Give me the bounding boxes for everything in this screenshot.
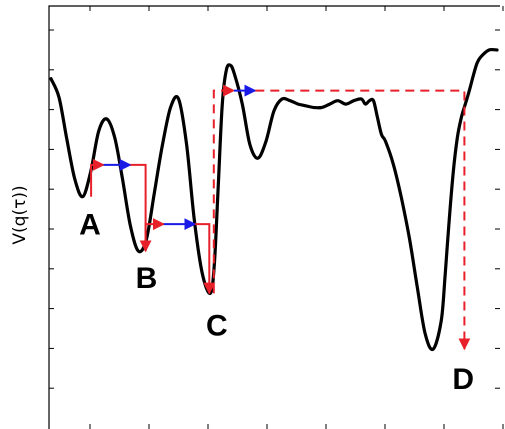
- minimum-label-b: B: [136, 262, 158, 295]
- transition-arrow-2: [130, 163, 152, 253]
- transition-arrow-8: [255, 89, 471, 351]
- transition-arrow-5: [195, 223, 216, 295]
- minimum-label-a: A: [79, 209, 101, 242]
- axes-frame: [48, 5, 500, 429]
- transition-arrow-0: [90, 158, 105, 197]
- minimum-label-c: C: [206, 309, 228, 342]
- axis-ticks: [49, 6, 504, 429]
- plot-frame: [48, 5, 500, 429]
- minima-labels: A B C D: [79, 209, 474, 396]
- transition-paths: [90, 84, 471, 351]
- transition-arrow-3: [144, 218, 166, 252]
- transition-arrow-6: [212, 84, 236, 294]
- minimum-label-d: D: [452, 363, 474, 396]
- energy-curve-series-0: [49, 47, 499, 352]
- potential-curve: [49, 47, 499, 352]
- y-axis-label: V(q(τ)): [10, 185, 30, 244]
